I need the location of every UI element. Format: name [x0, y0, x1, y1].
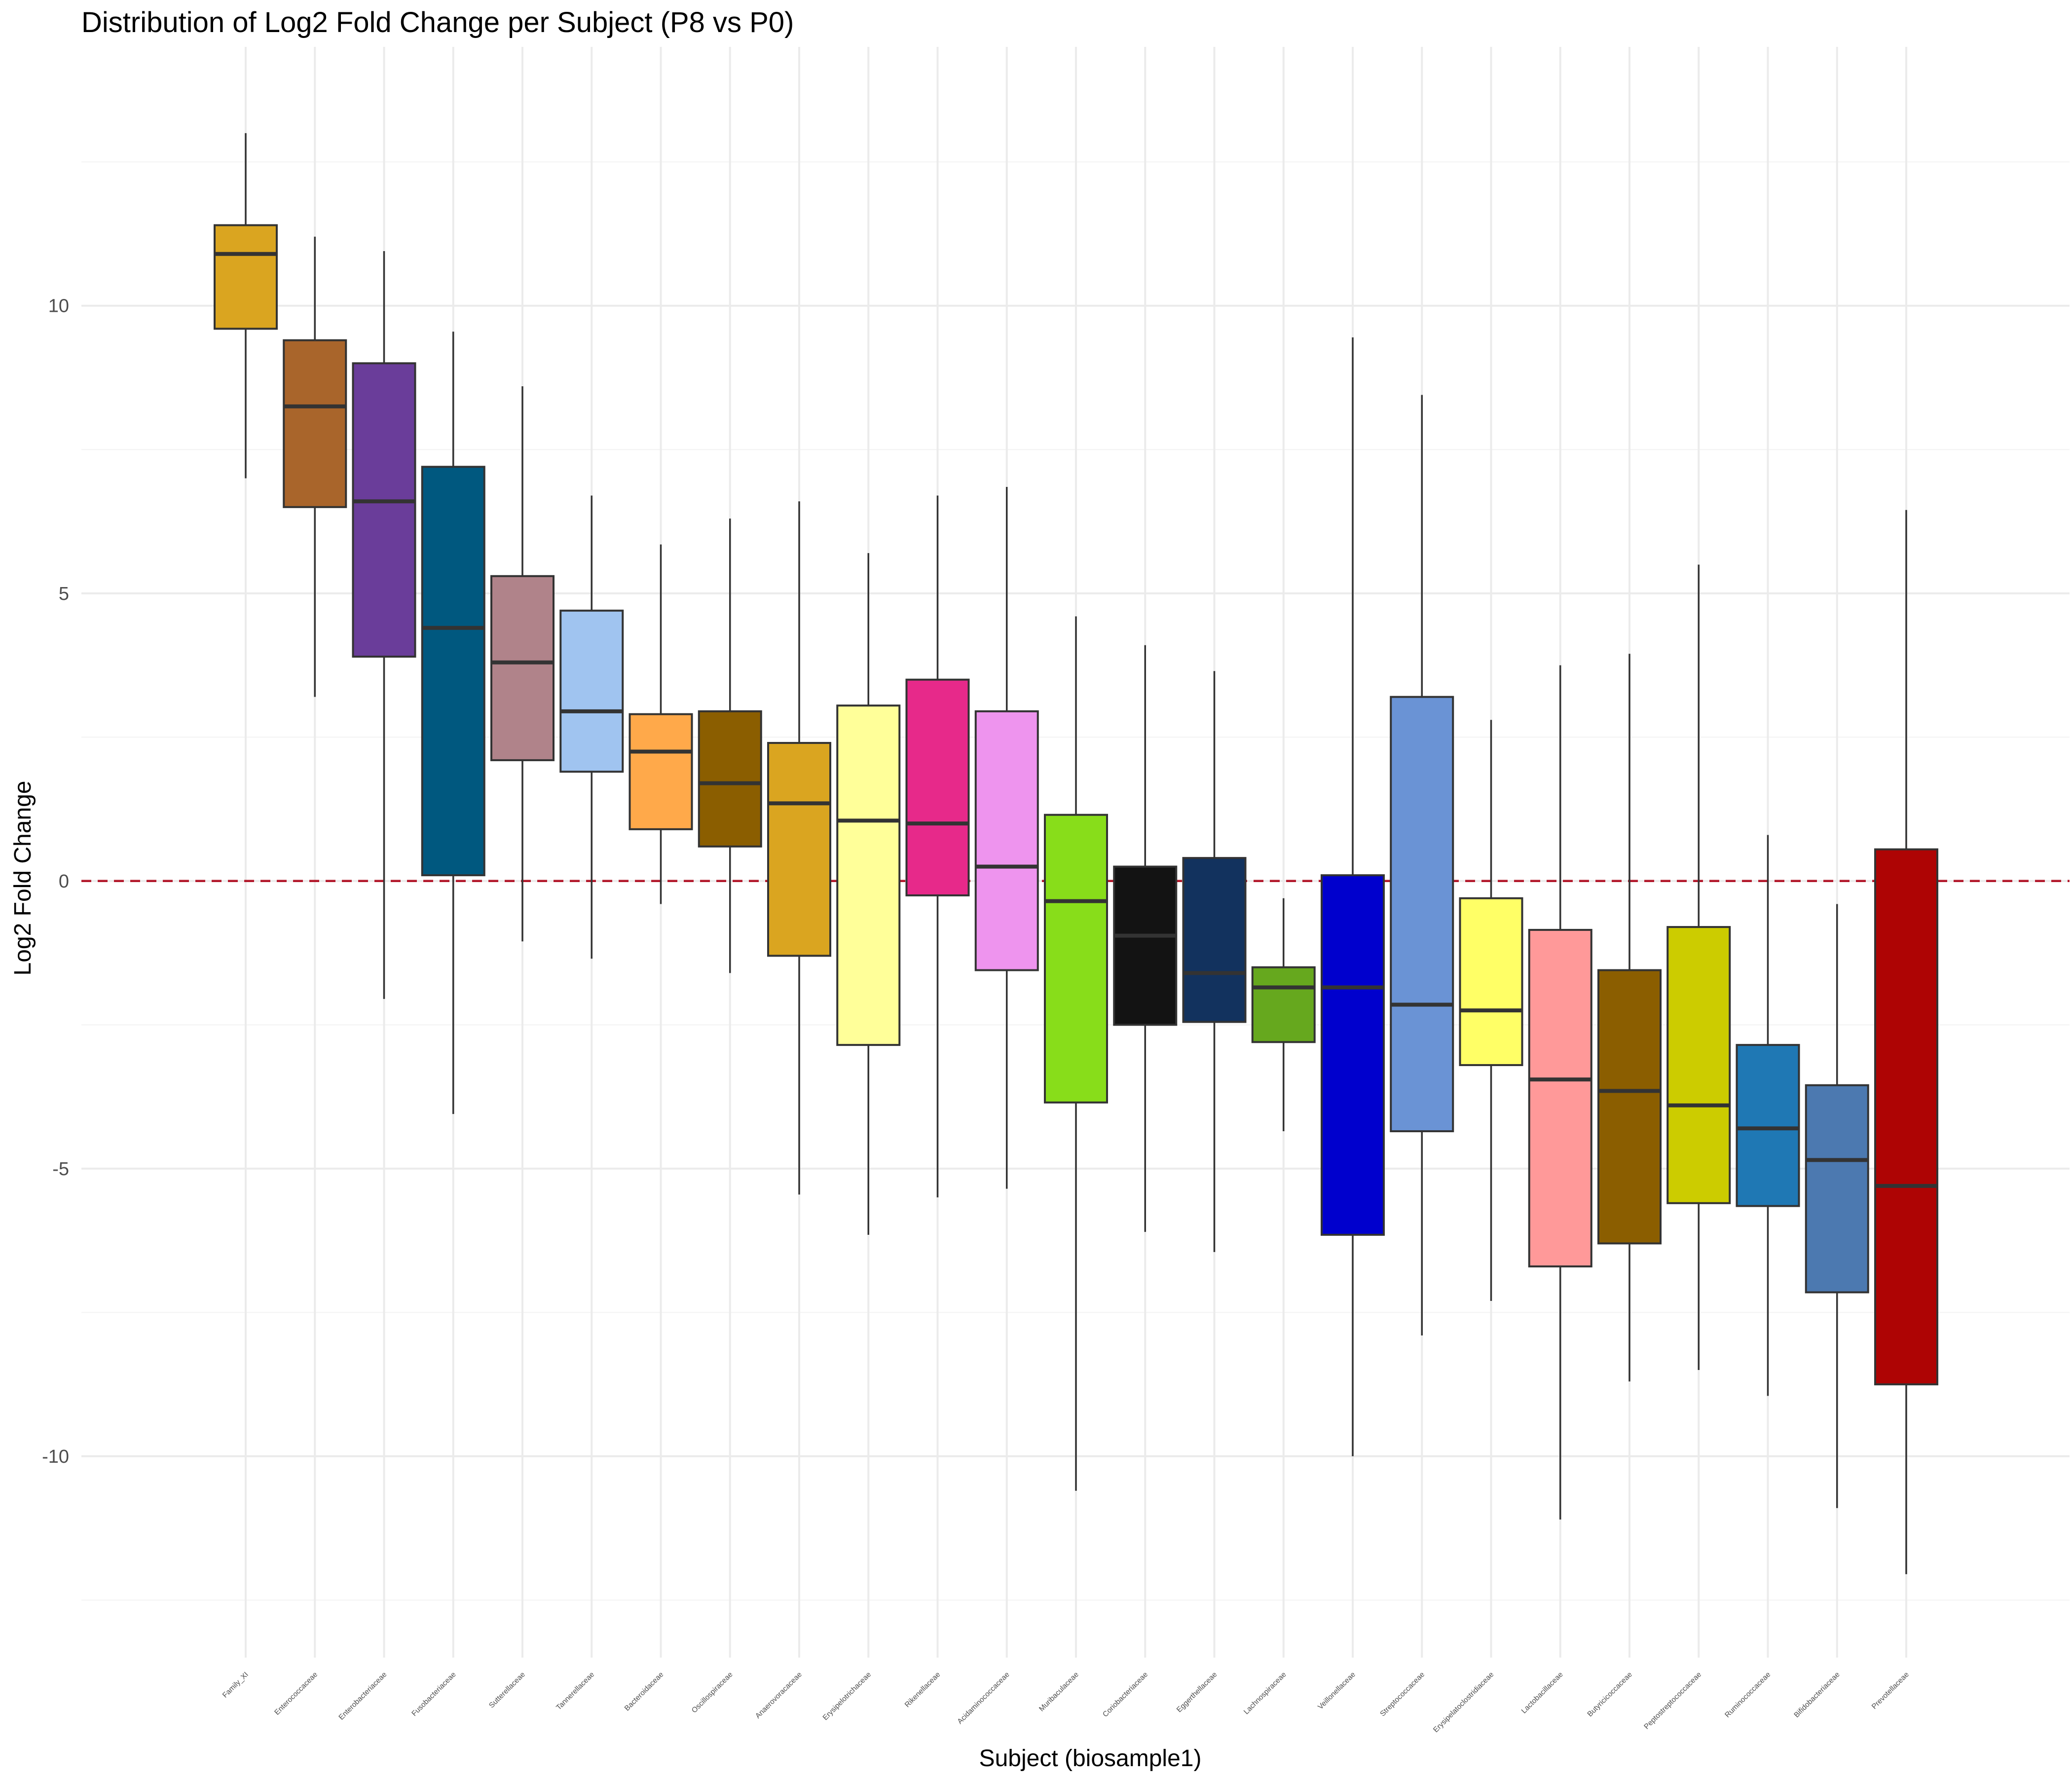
box-iqr	[698, 710, 762, 848]
box-iqr	[836, 704, 901, 1046]
box-iqr	[1874, 848, 1938, 1386]
box-iqr	[1113, 865, 1178, 1026]
box-iqr	[1044, 814, 1108, 1104]
y-tick-label: 10	[48, 296, 69, 317]
x-tick-label: Veillonellaceae	[1316, 1670, 1357, 1711]
x-tick-label: Bacteroidaceae	[623, 1670, 666, 1713]
box-iqr	[1736, 1044, 1800, 1207]
box-iqr	[1528, 928, 1592, 1268]
box-Erysipelotrichaceae[interactable]	[836, 553, 901, 1235]
box-Bacteroidaceae[interactable]	[629, 544, 693, 904]
x-tick-label: Erysipelatoclostridiaceae	[1432, 1670, 1495, 1734]
box-iqr	[490, 575, 555, 761]
x-tick-label: Tannerellaceae	[555, 1670, 596, 1712]
x-tick-label: Sutterellaceae	[487, 1670, 527, 1710]
x-tick-label: Eggerthellaceae	[1175, 1670, 1219, 1714]
x-tick-label: Family_XI	[221, 1670, 250, 1700]
x-tick-label: Erysipelotrichaceae	[821, 1670, 873, 1722]
y-axis-title: Log2 Fold Change	[10, 781, 36, 976]
box-Coriobacteriaceae[interactable]	[1113, 645, 1178, 1232]
box-Rikenellaceae[interactable]	[905, 495, 970, 1198]
x-tick-label: Rikenellaceae	[903, 1670, 942, 1709]
y-tick-label: 0	[59, 871, 69, 892]
box-Peptostreptococcaceae[interactable]	[1666, 564, 1731, 1370]
box-Muribaculaceae[interactable]	[1044, 616, 1108, 1491]
box-iqr	[1251, 966, 1316, 1043]
x-tick-label: Oscillospiraceae	[690, 1670, 735, 1715]
box-Fusobacteriaceae[interactable]	[421, 332, 485, 1114]
box-Erysipelatoclostridiaceae[interactable]	[1459, 720, 1523, 1301]
box-Bifidobacteriaceae[interactable]	[1805, 904, 1869, 1508]
x-tick-label: Muribaculaceae	[1037, 1670, 1080, 1713]
x-tick-label: Acidaminococcaceae	[956, 1670, 1011, 1726]
x-axis-ticks: Family_XI Enterococcaceae Enterobacteriace…	[221, 1670, 1911, 1734]
boxes-layer	[214, 133, 1938, 1574]
y-axis-ticks: 10 5 0 -5 -10	[42, 296, 69, 1467]
box-iqr	[1805, 1084, 1869, 1294]
box-Enterobacteriaceae[interactable]	[352, 251, 416, 999]
box-Butyricicoccaceae[interactable]	[1597, 654, 1662, 1382]
box-Enterococcaceae[interactable]	[283, 236, 347, 697]
box-Sutterellaceae[interactable]	[490, 386, 555, 942]
box-iqr	[559, 609, 624, 773]
box-iqr	[1390, 696, 1454, 1133]
box-iqr	[283, 339, 347, 508]
box-Veillonellaceae[interactable]	[1321, 337, 1385, 1456]
box-iqr	[352, 362, 416, 658]
box-Family_XI[interactable]	[214, 133, 278, 479]
y-tick-label: 5	[59, 584, 69, 604]
x-tick-label: Streptococcaceae	[1378, 1670, 1426, 1718]
box-iqr	[1182, 857, 1247, 1023]
x-tick-label: Anaerovoracaceae	[754, 1670, 804, 1720]
x-tick-label: Coriobacteriaceae	[1101, 1670, 1149, 1719]
box-iqr	[974, 710, 1039, 971]
x-tick-label: Enterococcaceae	[273, 1670, 319, 1717]
box-Eggerthellaceae[interactable]	[1182, 671, 1247, 1252]
x-tick-label: Prevotellaceae	[1870, 1670, 1911, 1711]
box-iqr	[214, 224, 278, 330]
box-iqr	[1321, 874, 1385, 1236]
box-Anaerovoracaceae[interactable]	[767, 501, 831, 1195]
box-Tannerellaceae[interactable]	[559, 495, 624, 959]
box-iqr	[767, 741, 831, 957]
x-tick-label: Lachnospiraceae	[1242, 1670, 1288, 1716]
x-tick-label: Fusobacteriaceae	[410, 1670, 457, 1718]
box-Streptococcaceae[interactable]	[1390, 395, 1454, 1335]
box-Lachnospiraceae[interactable]	[1251, 898, 1316, 1132]
box-iqr	[1666, 926, 1731, 1204]
x-tick-label: Butyricicoccaceae	[1586, 1670, 1634, 1719]
x-tick-label: Ruminococcaceae	[1723, 1670, 1772, 1719]
x-tick-label: Enterobacteriaceae	[337, 1670, 388, 1722]
chart-title: Distribution of Log2 Fold Change per Sub…	[81, 6, 794, 38]
box-Prevotellaceae[interactable]	[1874, 510, 1938, 1574]
box-iqr	[1459, 897, 1523, 1066]
x-tick-label: Lactobacillaceae	[1520, 1670, 1565, 1715]
box-Ruminococcaceae[interactable]	[1736, 835, 1800, 1396]
box-Oscillospiraceae[interactable]	[698, 518, 762, 973]
box-iqr	[905, 678, 970, 896]
box-iqr	[1597, 969, 1662, 1245]
x-axis-title: Subject (biosample1)	[979, 1745, 1202, 1772]
box-Lactobacillaceae[interactable]	[1528, 665, 1592, 1520]
box-iqr	[629, 713, 693, 830]
x-tick-label: Peptostreptococcaceae	[1642, 1670, 1703, 1731]
y-tick-label: -10	[42, 1446, 69, 1467]
x-tick-label: Bifidobacteriaceae	[1792, 1670, 1841, 1719]
y-tick-label: -5	[52, 1159, 69, 1180]
box-iqr	[421, 466, 485, 877]
box-Acidaminococcaceae[interactable]	[974, 487, 1039, 1189]
